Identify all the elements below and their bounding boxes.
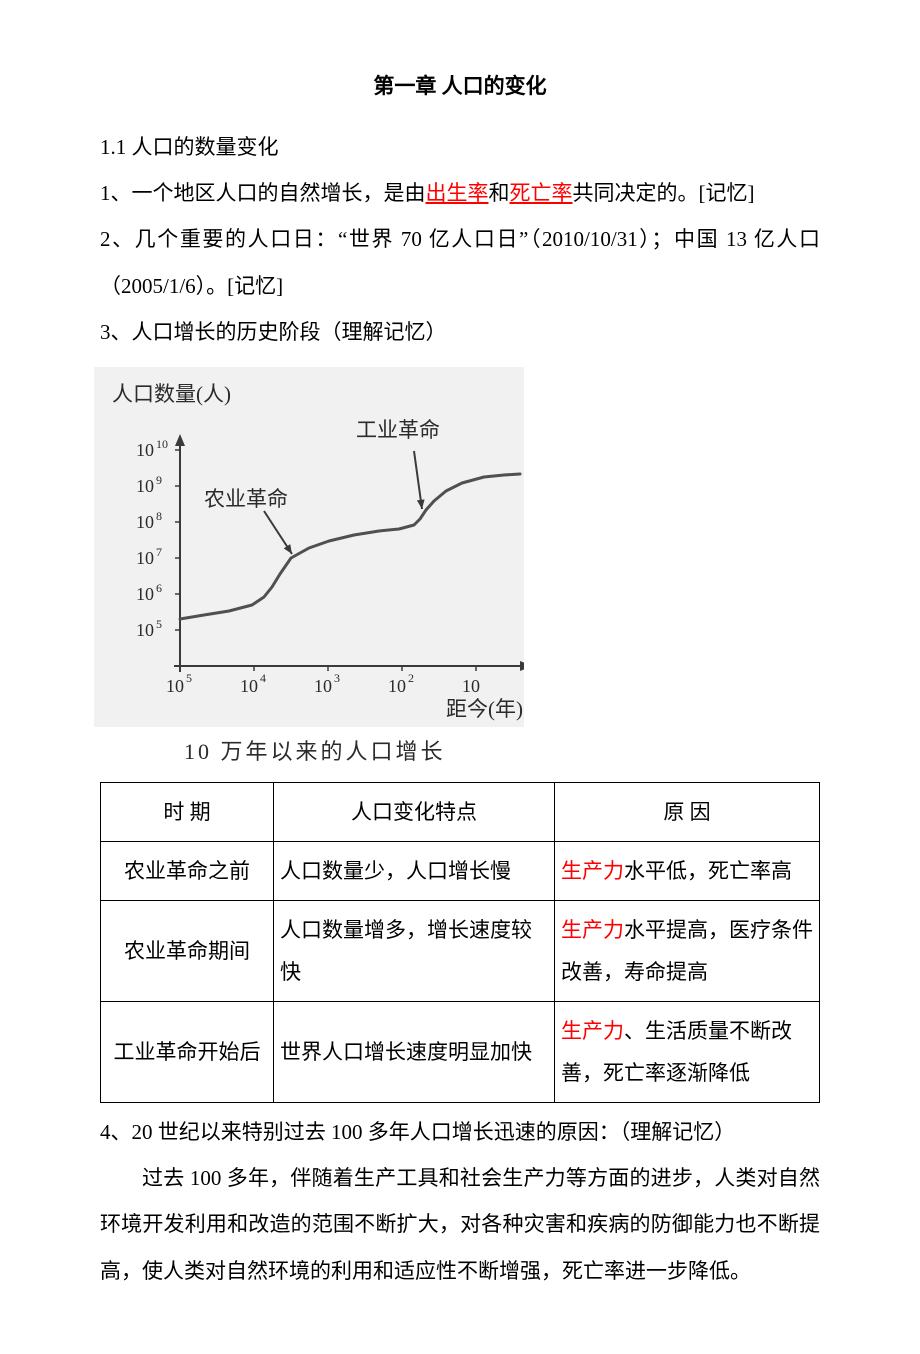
svg-text:人口数量(人): 人口数量(人) [112,382,231,406]
svg-text:6: 6 [156,581,162,595]
cell-reason-key: 生产力 [561,1019,624,1043]
p1-text-a: 1、一个地区人口的自然增长，是由 [100,181,426,205]
p1-key-deathrate: 死亡率 [510,181,573,205]
p1-text-e: 共同决定的。[记忆] [573,181,755,205]
svg-text:4: 4 [260,671,266,685]
svg-text:距今(年): 距今(年) [446,697,523,721]
cell-period: 工业革命开始后 [101,1001,274,1102]
cell-feature: 人口数量少，人口增长慢 [274,841,555,900]
paragraph-4: 4、20 世纪以来特别过去 100 多年人口增长迅速的原因：（理解记忆） [100,1109,820,1155]
paragraph-2: 2、几个重要的人口日：“世界 70 亿人口日”（2010/10/31）；中国 1… [100,216,820,308]
cell-reason-rest: 水平低，死亡率高 [624,859,792,883]
svg-text:10: 10 [136,620,154,640]
p1-text-c: 和 [489,181,510,205]
svg-text:10: 10 [388,676,406,696]
cell-period: 农业革命之前 [101,841,274,900]
p1-key-birthrate: 出生率 [426,181,489,205]
paragraph-5: 过去 100 多年，伴随着生产工具和社会生产力等方面的进步，人类对自然环境开发利… [100,1155,820,1294]
paragraph-3: 3、人口增长的历史阶段（理解记忆） [100,309,820,355]
svg-text:10: 10 [136,476,154,496]
svg-text:10: 10 [136,584,154,604]
svg-text:2: 2 [408,671,414,685]
svg-text:10: 10 [136,512,154,532]
svg-text:10: 10 [136,440,154,460]
table-row: 农业革命之前 人口数量少，人口增长慢 生产力水平低，死亡率高 [101,841,820,900]
cell-reason-key: 生产力 [561,859,624,883]
svg-text:10: 10 [240,676,258,696]
cell-feature: 世界人口增长速度明显加快 [274,1001,555,1102]
svg-text:工业革命: 工业革命 [356,418,440,442]
cell-reason: 生产力水平提高，医疗条件改善，寿命提高 [555,900,820,1001]
cell-reason: 生产力、生活质量不断改善，死亡率逐渐降低 [555,1001,820,1102]
cell-period: 农业革命期间 [101,900,274,1001]
svg-text:农业革命: 农业革命 [204,487,288,511]
page-title: 第一章 人口的变化 [100,70,820,100]
history-stages-table: 时 期 人口变化特点 原 因 农业革命之前 人口数量少，人口增长慢 生产力水平低… [100,782,820,1103]
svg-text:3: 3 [334,671,340,685]
svg-text:10: 10 [314,676,332,696]
svg-text:10 万年以来的人口增长: 10 万年以来的人口增长 [184,739,446,764]
cell-reason-key: 生产力 [561,918,624,942]
svg-text:10: 10 [462,676,480,696]
svg-text:10: 10 [156,437,168,451]
svg-text:9: 9 [156,473,162,487]
svg-text:7: 7 [156,545,162,559]
table-row: 农业革命期间 人口数量增多，增长速度较快 生产力水平提高，医疗条件改善，寿命提高 [101,900,820,1001]
svg-text:5: 5 [186,671,192,685]
svg-text:10: 10 [166,676,184,696]
th-period: 时 期 [101,782,274,841]
paragraph-1: 1、一个地区人口的自然增长，是由出生率和死亡率共同决定的。[记忆] [100,170,820,216]
cell-feature: 人口数量增多，增长速度较快 [274,900,555,1001]
th-feature: 人口变化特点 [274,782,555,841]
population-growth-chart: 105106107108109101010510410310210人口数量(人)… [94,361,820,776]
svg-text:8: 8 [156,509,162,523]
table-row: 工业革命开始后 世界人口增长速度明显加快 生产力、生活质量不断改善，死亡率逐渐降… [101,1001,820,1102]
th-reason: 原 因 [555,782,820,841]
table-header-row: 时 期 人口变化特点 原 因 [101,782,820,841]
section-heading: 1.1 人口的数量变化 [100,124,820,170]
svg-text:5: 5 [156,617,162,631]
cell-reason: 生产力水平低，死亡率高 [555,841,820,900]
svg-text:10: 10 [136,548,154,568]
